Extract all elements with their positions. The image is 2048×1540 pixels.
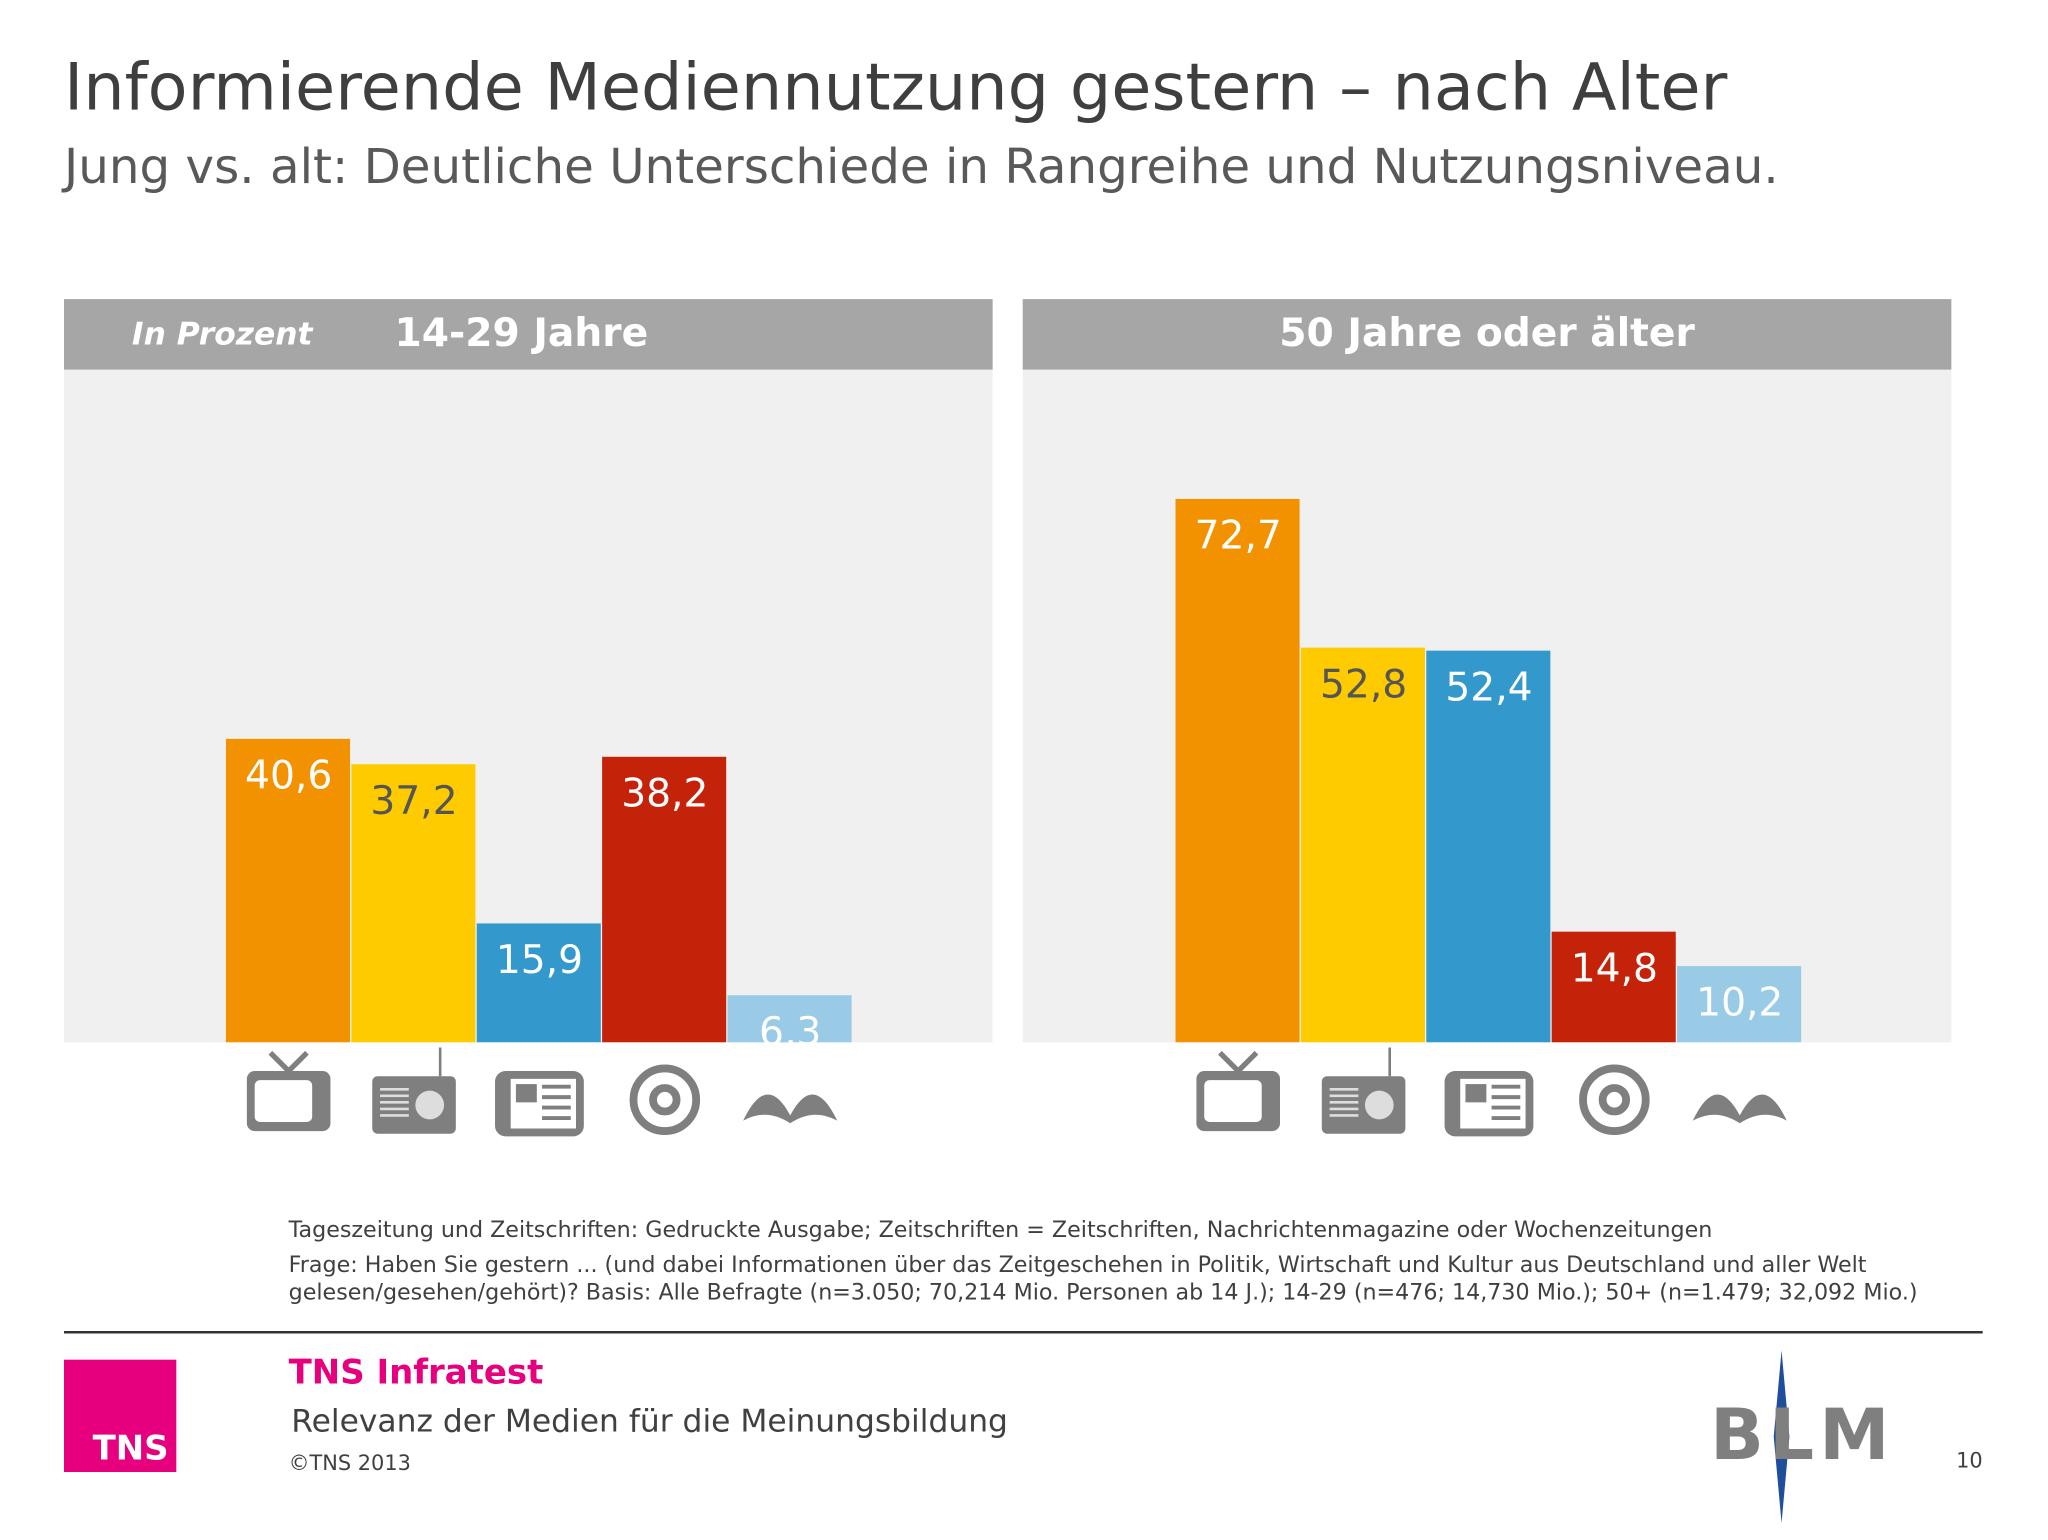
bar [351,764,476,1043]
value-label: 40,6 [245,754,332,799]
value-label: 15,9 [496,938,583,983]
bar [1677,966,1802,1043]
newspaper-icon [515,1084,537,1103]
copyright: ©TNS 2013 [289,1451,411,1475]
blm-logo: BLM [1710,1394,1895,1476]
bar [1175,498,1300,1043]
tv-icon [1204,1080,1262,1122]
tv-icon [254,1080,313,1122]
note: Tageszeitung und Zeitschriften: Gedruckt… [288,1217,1713,1243]
book-icon [1692,1094,1787,1124]
at-icon [629,1064,701,1136]
tns-logo-text: TNS [93,1428,169,1468]
value-label: 6,3 [759,1010,821,1055]
value-label: 14,8 [1571,946,1658,991]
subtitle: Jung vs. alt: Deutliche Unterschiede in … [61,139,1779,195]
value-label: 72,7 [1195,514,1282,559]
panel-title: 14-29 Jahre [394,311,648,356]
value-label: 52,8 [1320,662,1407,707]
page-number: 10 [1956,1449,1983,1473]
at-icon [649,1084,681,1116]
tns-logo [64,1359,177,1472]
bar [602,756,727,1043]
footer-subtitle: Relevanz der Medien für die Meinungsbild… [291,1403,1008,1439]
book-icon [743,1094,838,1124]
title: Informierende Mediennutzung gestern – na… [64,49,1728,125]
tv-icon [1218,1050,1259,1075]
brand: TNS Infratest [289,1353,544,1393]
note: gelesen/gesehen/gehört)? Basis: Alle Bef… [289,1280,1918,1306]
value-label: 38,2 [621,771,708,816]
bar [225,738,351,1043]
panel-header [64,299,993,370]
bar [727,995,852,1043]
radio-icon [1364,1090,1394,1120]
value-label: 10,2 [1696,981,1783,1026]
note: Frage: Haben Sie gestern ... (und dabei … [289,1252,1867,1278]
bar [1300,647,1425,1043]
unit-label: In Prozent [132,317,314,353]
value-label: 37,2 [370,779,457,824]
bar [476,923,601,1043]
value-label: 52,4 [1445,665,1532,710]
newspaper-icon [1465,1084,1487,1103]
bar [1551,931,1676,1043]
bar [1426,650,1551,1043]
panel-title: 50 Jahre oder älter [1279,311,1695,356]
tv-icon [268,1050,309,1075]
panel-header [1022,299,1952,370]
at-icon [1579,1064,1650,1136]
radio-icon [415,1090,445,1120]
at-icon [1598,1084,1631,1116]
charts: In Prozent 14-29 Jahre 40,6 37,2 15,9 38,2 6,3… [64,299,1952,1137]
